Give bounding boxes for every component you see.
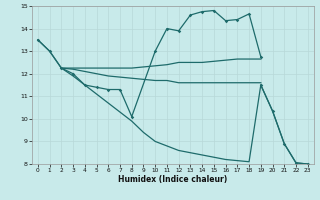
X-axis label: Humidex (Indice chaleur): Humidex (Indice chaleur) (118, 175, 228, 184)
